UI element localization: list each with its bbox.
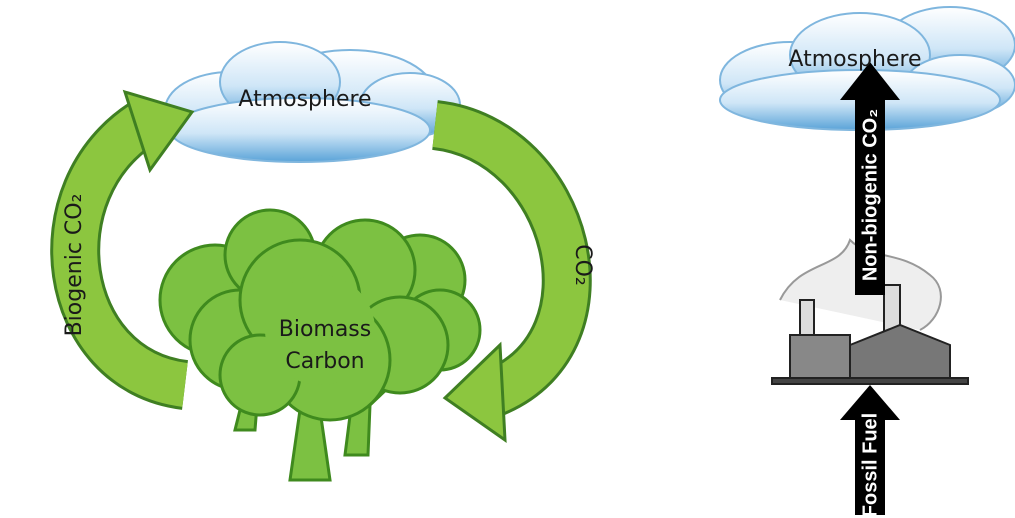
diagram: Atmosphere Biogenic CO₂ CO₂ Biomass Carb… — [0, 0, 1015, 518]
atmosphere-label: Atmosphere — [788, 47, 921, 72]
biogenic-label: Biogenic CO₂ — [62, 194, 87, 337]
biomass-label: Biomass — [279, 317, 372, 342]
fossil-fuel-label: Fossil Fuel — [859, 413, 881, 517]
non-biogenic-label: Non-biogenic CO₂ — [859, 109, 881, 281]
biomass-label: Carbon — [285, 349, 364, 374]
co2-label: CO₂ — [570, 244, 595, 286]
biogenic-arrow — [75, 92, 192, 385]
atmosphere-label: Atmosphere — [238, 87, 371, 112]
